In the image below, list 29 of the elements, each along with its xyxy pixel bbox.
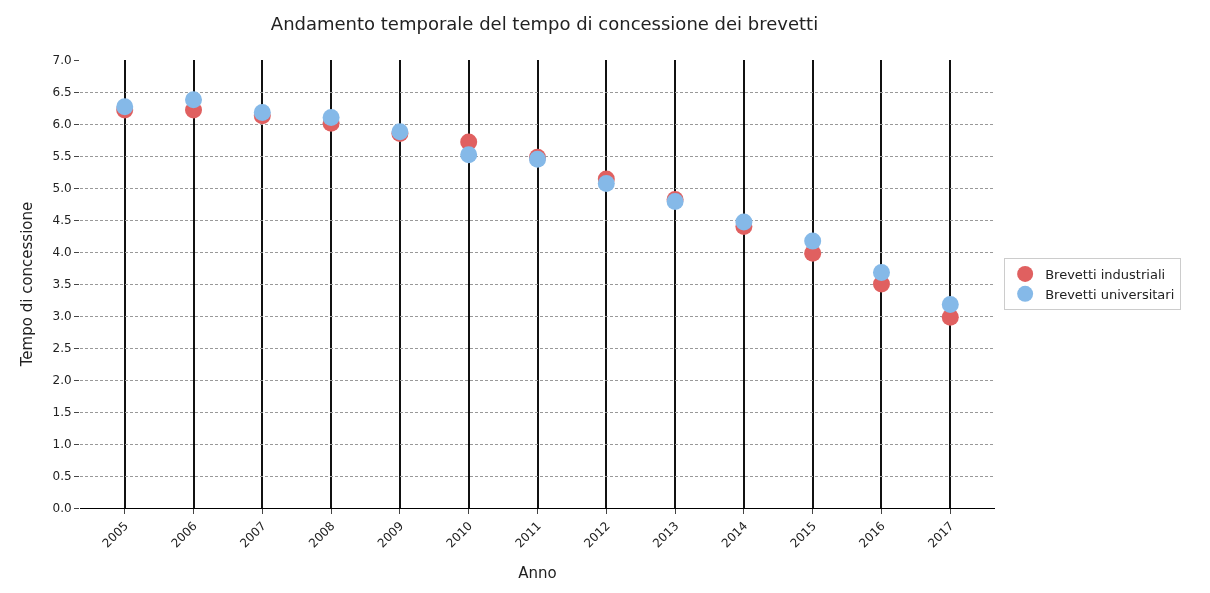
y-tick-label: 5.0 [52, 181, 72, 196]
y-tick-label: 6.0 [52, 117, 72, 132]
y-tick-label: 2.0 [52, 373, 72, 388]
y-tick-label: 3.0 [52, 309, 72, 324]
point [872, 263, 890, 281]
y-tick-label: 4.0 [52, 245, 72, 260]
legend-label: Brevetti universitari [1045, 286, 1175, 302]
point [185, 91, 203, 109]
y-tick-label: 5.5 [52, 149, 72, 164]
point [322, 109, 340, 127]
chart-title: Andamento temporale del tempo di concessione dei brevetti [270, 13, 819, 35]
y-tick-label: 2.5 [52, 341, 72, 356]
point [804, 232, 822, 250]
point [597, 175, 615, 193]
y-tick-label: 0.5 [52, 469, 72, 484]
point [941, 295, 959, 313]
y-tick-label: 0.0 [52, 501, 72, 516]
y-tick-label: 1.0 [52, 437, 72, 452]
point [253, 103, 271, 121]
legend-label: Brevetti industriali [1045, 267, 1166, 283]
y-tick-label: 1.5 [52, 405, 72, 420]
y-tick-label: 3.5 [52, 277, 72, 292]
point [735, 213, 753, 231]
y-tick-label: 6.5 [52, 85, 72, 100]
y-axis-title: Tempo di concessione [17, 201, 36, 368]
point [460, 146, 478, 164]
y-tick-label: 7.0 [52, 53, 72, 68]
y-tick-label: 4.5 [52, 213, 72, 228]
x-axis-title: Anno [518, 564, 557, 583]
